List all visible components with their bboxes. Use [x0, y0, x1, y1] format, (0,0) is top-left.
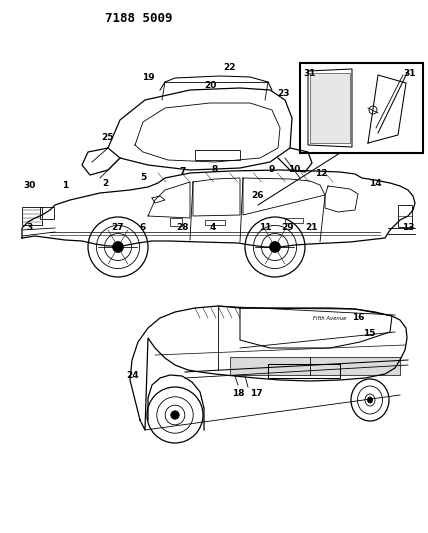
Bar	[285, 218, 303, 223]
Ellipse shape	[368, 397, 372, 403]
Text: 26: 26	[252, 190, 264, 199]
Text: 29: 29	[282, 223, 294, 232]
Text: 3: 3	[27, 223, 33, 232]
Text: 21: 21	[306, 223, 318, 232]
Bar	[310, 73, 350, 143]
Bar	[195, 150, 240, 160]
Text: 28: 28	[177, 223, 189, 232]
Text: 4: 4	[210, 223, 216, 232]
Text: Fifth Avenue: Fifth Avenue	[313, 316, 347, 320]
Text: 25: 25	[102, 133, 114, 141]
Text: 22: 22	[224, 63, 236, 72]
Text: 24: 24	[127, 370, 139, 379]
Text: 20: 20	[204, 80, 216, 90]
Bar	[170, 218, 182, 226]
Text: 11: 11	[259, 223, 271, 232]
Text: 14: 14	[369, 179, 381, 188]
Circle shape	[270, 241, 280, 253]
Text: 10: 10	[288, 165, 300, 174]
Text: 15: 15	[363, 328, 375, 337]
Text: 27: 27	[112, 223, 124, 232]
Bar	[205, 220, 225, 225]
Text: 30: 30	[24, 181, 36, 190]
Text: 18: 18	[232, 389, 244, 398]
Circle shape	[171, 411, 179, 419]
Text: 9: 9	[269, 165, 275, 174]
Text: 13: 13	[402, 223, 414, 232]
Text: 23: 23	[278, 90, 290, 99]
Text: 2: 2	[102, 179, 108, 188]
Text: 31: 31	[404, 69, 416, 77]
Bar	[22, 207, 42, 225]
Text: 8: 8	[212, 165, 218, 174]
Text: 7188 5009: 7188 5009	[105, 12, 172, 25]
Text: 19: 19	[142, 74, 155, 83]
Text: 7: 7	[180, 167, 186, 176]
Text: 17: 17	[250, 389, 262, 398]
Bar	[40, 207, 54, 219]
Bar	[268, 364, 340, 378]
Text: 31: 31	[304, 69, 316, 77]
Text: 12: 12	[315, 169, 327, 179]
Bar	[398, 205, 412, 227]
Text: 5: 5	[140, 174, 146, 182]
Text: 16: 16	[352, 313, 364, 322]
Circle shape	[113, 241, 123, 253]
Bar	[300, 63, 423, 153]
Bar	[230, 357, 400, 375]
Text: 6: 6	[140, 223, 146, 232]
Text: 1: 1	[62, 181, 68, 190]
